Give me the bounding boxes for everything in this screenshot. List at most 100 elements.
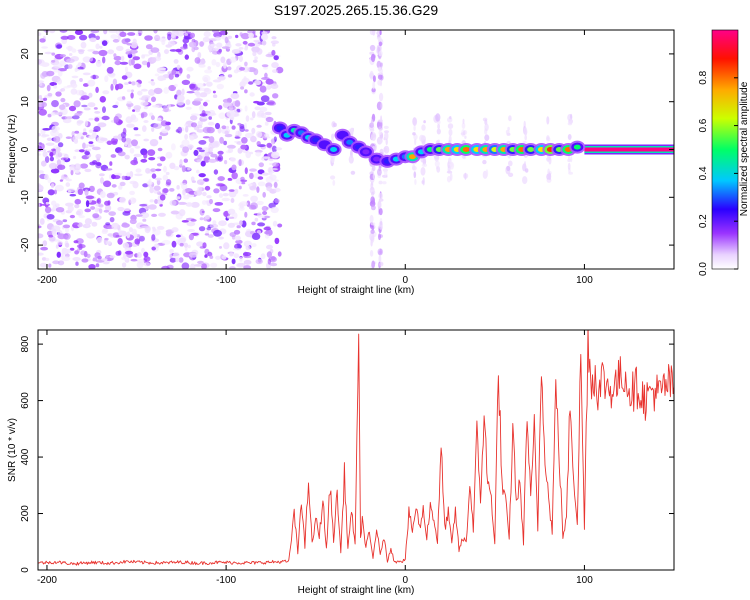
noise-blob: [41, 203, 51, 206]
noise-blob: [273, 55, 279, 61]
streak-blob: [447, 123, 454, 129]
noise-blob: [207, 121, 215, 126]
noise-blob: [117, 206, 125, 212]
noise-blob: [81, 258, 89, 263]
noise-blob: [211, 140, 220, 148]
noise-blob: [49, 82, 57, 86]
noise-blob: [257, 211, 262, 218]
noise-blob: [49, 30, 56, 34]
noise-blob: [221, 46, 230, 49]
noise-blob: [163, 165, 167, 173]
streak-blob: [525, 168, 529, 173]
noise-blob: [56, 159, 62, 166]
noise-blob: [246, 200, 251, 207]
noise-blob: [114, 60, 122, 66]
colorbar-tick-label: 0.8: [698, 70, 709, 84]
noise-blob: [237, 122, 242, 126]
noise-blob: [107, 233, 114, 237]
noise-blob: [182, 189, 186, 196]
noise-blob: [231, 125, 236, 130]
noise-blob: [53, 136, 61, 143]
noise-blob: [69, 214, 75, 219]
snr-x-ticks: -200 -100 0 100: [37, 330, 593, 586]
noise-blob: [209, 113, 213, 117]
noise-blob: [64, 116, 74, 120]
noise-blob: [182, 30, 187, 34]
streak-blob: [350, 170, 356, 175]
streak-blob: [371, 134, 376, 138]
noise-blob: [89, 161, 96, 166]
noise-blob: [265, 116, 274, 123]
streak-blob: [484, 123, 489, 132]
noise-blob: [197, 52, 202, 59]
noise-blob: [229, 56, 237, 63]
noise-blob: [82, 142, 86, 149]
streak-blob: [371, 205, 376, 211]
noise-blob: [269, 262, 278, 267]
noise-blob: [241, 137, 248, 144]
noise-blob: [245, 115, 250, 122]
noise-blob: [248, 32, 255, 39]
noise-blob: [94, 117, 100, 122]
noise-blob: [100, 137, 108, 142]
noise-blob: [266, 186, 272, 192]
noise-blob: [74, 149, 81, 153]
noise-blob: [127, 32, 136, 36]
streak-blob: [370, 119, 374, 128]
noise-blob: [240, 86, 245, 90]
noise-blob: [86, 148, 92, 152]
noise-blob: [156, 117, 162, 122]
noise-blob: [173, 166, 180, 171]
noise-blob: [71, 75, 79, 79]
noise-blob: [141, 225, 150, 229]
noise-blob: [244, 211, 248, 218]
noise-blob: [92, 213, 100, 219]
noise-blob: [76, 244, 86, 249]
noise-blob: [196, 147, 203, 150]
x-tick-label: 0: [402, 275, 408, 286]
noise-blob: [143, 262, 151, 267]
streak-blob: [372, 81, 376, 90]
noise-blob: [251, 127, 256, 134]
noise-blob: [199, 217, 204, 221]
noise-blob: [153, 123, 162, 129]
noise-blob: [39, 82, 43, 86]
noise-blob: [184, 33, 189, 36]
noise-blob: [249, 172, 254, 180]
noise-blob: [254, 79, 262, 86]
streak-blob: [378, 198, 384, 202]
y-tick-label: 0: [20, 146, 31, 152]
noise-blob: [63, 86, 71, 89]
noise-blob: [135, 168, 142, 173]
noise-blob: [277, 251, 282, 257]
noise-blob: [230, 198, 235, 203]
noise-blob: [169, 249, 174, 254]
noise-blob: [75, 261, 79, 266]
noise-blob: [121, 136, 127, 143]
noise-blob: [149, 139, 159, 147]
noise-blob: [88, 144, 95, 148]
noise-blob: [39, 38, 46, 43]
streak-blob: [508, 160, 513, 167]
spectrogram-x-label: Height of straight line (km): [298, 285, 415, 296]
noise-blob: [178, 257, 184, 263]
noise-blob: [171, 30, 179, 37]
streak-blob: [524, 135, 527, 141]
noise-blob: [257, 181, 266, 187]
noise-blob: [256, 131, 263, 138]
streak-blob: [463, 130, 468, 135]
noise-blob: [51, 52, 56, 56]
noise-blob: [239, 126, 246, 132]
noise-blob: [270, 83, 279, 89]
noise-blob: [267, 258, 272, 265]
noise-blob: [169, 188, 175, 192]
noise-blob: [159, 194, 166, 201]
snr-series-line: [38, 330, 674, 566]
noise-blob: [89, 56, 93, 62]
noise-blob: [67, 205, 74, 213]
noise-blob: [169, 253, 173, 259]
noise-blob: [105, 255, 109, 259]
noise-blob: [181, 220, 189, 223]
noise-blob: [254, 217, 259, 222]
noise-blob: [196, 83, 205, 88]
